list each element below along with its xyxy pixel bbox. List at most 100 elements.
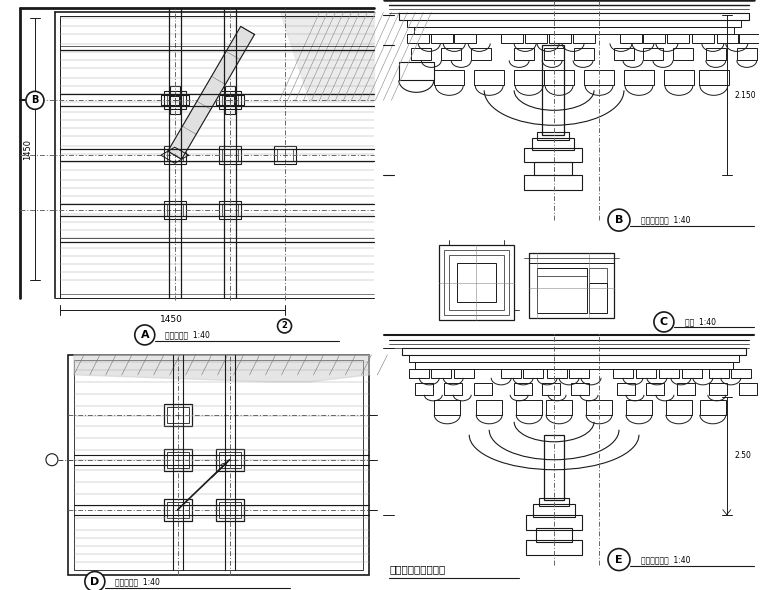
Bar [170,96,179,105]
Bar [738,34,760,44]
Bar [526,540,582,555]
Bar [537,132,569,140]
Text: B: B [31,96,39,106]
Bar [526,514,582,530]
Bar [166,149,182,161]
Text: C: C [660,317,668,327]
Bar [586,400,612,415]
Bar [458,263,496,302]
Bar [643,34,665,44]
Bar [225,86,235,114]
Bar [667,34,689,44]
Bar [529,253,614,263]
Bar [544,435,564,500]
Bar [445,250,509,315]
Bar [410,355,739,362]
Bar [536,527,572,542]
Bar [624,70,654,86]
Bar [709,383,727,395]
Circle shape [608,209,630,231]
Text: 1450: 1450 [160,315,183,324]
Text: 1450: 1450 [24,139,33,160]
Bar [166,94,182,106]
Bar [501,369,521,378]
Bar [706,48,726,60]
Bar [523,369,543,378]
Bar [549,34,571,44]
Bar [277,149,293,161]
Polygon shape [74,355,369,382]
Bar [414,28,734,34]
Bar [534,162,572,175]
Bar [216,499,244,520]
Text: 柱体平面图  1:40: 柱体平面图 1:40 [115,577,160,586]
Bar [501,34,523,44]
Bar [739,383,757,395]
Bar [589,268,607,283]
Bar [163,91,185,109]
Bar [431,34,453,44]
Bar [222,94,238,106]
Bar [222,204,238,216]
Bar [700,400,726,415]
Bar [225,96,234,105]
Text: 2.50: 2.50 [735,451,752,460]
Bar [569,369,589,378]
Bar [542,45,564,135]
Bar [709,369,729,378]
Bar [410,369,429,378]
Bar [163,404,192,426]
Bar [529,253,614,318]
Bar [163,146,185,164]
Text: E: E [615,555,622,565]
Circle shape [46,454,58,466]
Bar [537,268,587,276]
Text: 详图  1:40: 详图 1:40 [685,317,716,326]
Bar [646,383,664,395]
Bar [163,201,185,219]
Bar [474,383,492,395]
Bar [169,86,179,114]
Bar [614,48,634,60]
Bar [620,34,642,44]
Bar [589,283,607,313]
Bar [636,369,656,378]
Bar [515,70,544,86]
Bar [673,48,693,60]
Text: A: A [141,330,149,340]
Bar [573,34,595,44]
Polygon shape [168,27,255,159]
Bar [407,34,429,44]
Bar [731,369,751,378]
Text: B: B [615,215,623,225]
Bar [626,400,652,415]
Bar [442,48,461,60]
Text: 柱体正立面图  1:40: 柱体正立面图 1:40 [641,555,690,564]
Bar [544,48,564,60]
Bar [434,400,461,415]
Bar [68,355,369,575]
Bar [515,383,532,395]
Bar [219,502,241,517]
Bar [477,400,502,415]
Bar [402,348,746,355]
Text: 2.150: 2.150 [735,91,756,100]
Bar [547,369,567,378]
Bar [659,369,679,378]
Bar [216,449,244,471]
Bar [74,360,363,569]
Bar [532,138,574,150]
Bar [537,268,587,313]
Bar [222,149,238,161]
Bar [399,63,434,80]
Text: 2: 2 [282,322,287,330]
Bar [533,504,575,517]
Bar [434,70,464,86]
Circle shape [608,549,630,571]
Bar [546,400,572,415]
Bar [163,449,192,471]
Circle shape [26,91,44,109]
Text: D: D [90,576,100,586]
Bar [677,383,695,395]
Bar [664,70,694,86]
